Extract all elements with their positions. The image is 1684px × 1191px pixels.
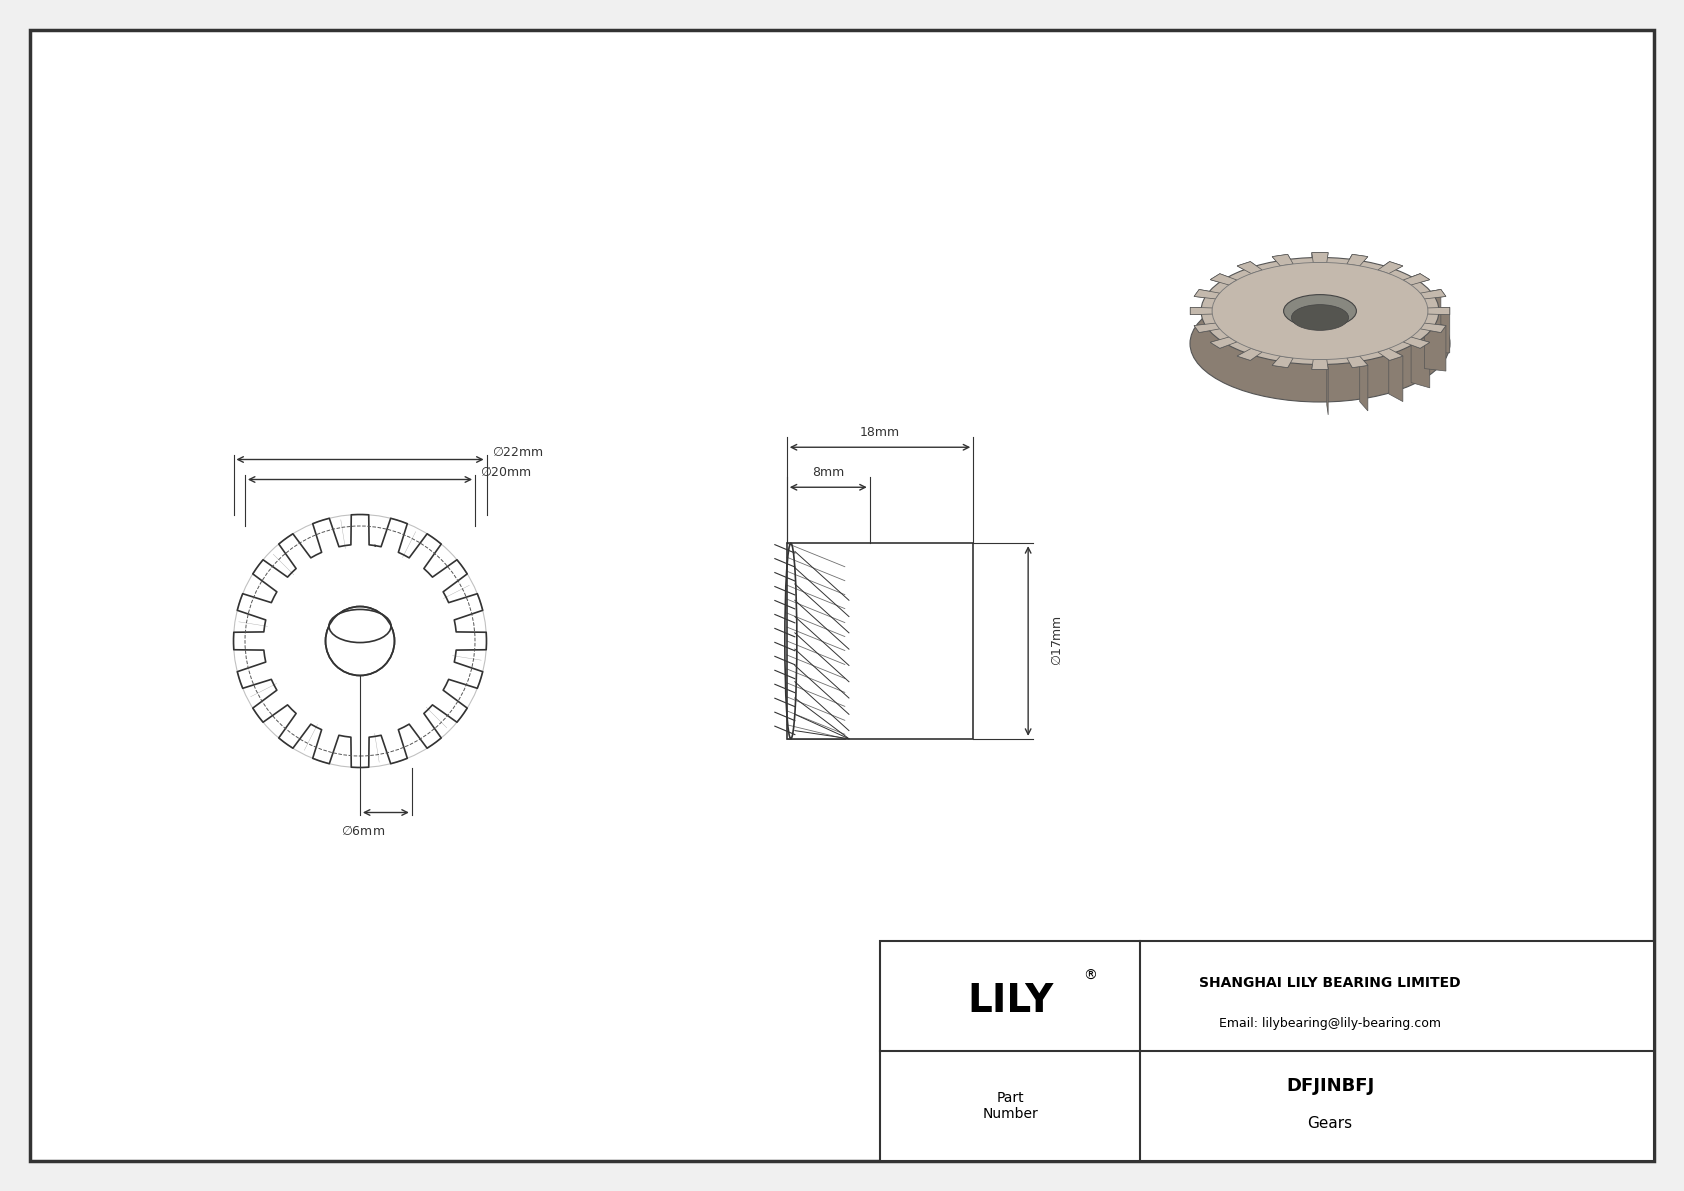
Polygon shape [1191,307,1212,314]
Polygon shape [1428,307,1450,314]
Ellipse shape [1292,305,1349,330]
Polygon shape [1428,307,1450,314]
Text: $\varnothing$17mm: $\varnothing$17mm [1051,616,1064,667]
Polygon shape [1194,323,1219,332]
Polygon shape [1194,289,1219,299]
Polygon shape [1403,274,1430,285]
Ellipse shape [1191,285,1450,403]
Text: Gears: Gears [1307,1116,1352,1130]
Polygon shape [1378,262,1389,316]
Polygon shape [1347,356,1367,368]
Polygon shape [1428,307,1450,354]
Polygon shape [1347,255,1367,266]
Polygon shape [1194,323,1219,332]
Polygon shape [1403,337,1430,348]
Polygon shape [1420,323,1447,332]
Bar [881,941,1654,1161]
Polygon shape [1238,349,1263,361]
Text: 18mm: 18mm [861,425,899,438]
Ellipse shape [328,610,391,643]
Polygon shape [1211,337,1236,348]
Polygon shape [1347,356,1367,368]
Text: $\varnothing$20mm: $\varnothing$20mm [480,466,532,480]
Text: Part
Number: Part Number [982,1091,1037,1121]
Text: DFJINBFJ: DFJINBFJ [1287,1077,1374,1095]
Polygon shape [1271,255,1293,266]
Text: LILY: LILY [967,983,1052,1019]
Polygon shape [1403,337,1430,348]
Ellipse shape [1212,262,1428,360]
Polygon shape [1238,262,1263,274]
Polygon shape [1420,289,1447,299]
Polygon shape [1211,274,1236,285]
Polygon shape [1420,323,1447,332]
Polygon shape [1359,356,1367,411]
Polygon shape [1211,274,1236,285]
Polygon shape [1312,360,1329,369]
Polygon shape [1378,262,1403,274]
Polygon shape [1378,349,1403,361]
Polygon shape [1238,349,1263,361]
Polygon shape [1238,262,1263,274]
Polygon shape [1347,255,1352,310]
Polygon shape [1378,262,1403,274]
Polygon shape [1312,360,1329,369]
Text: 8mm: 8mm [812,466,844,479]
Polygon shape [1312,252,1329,262]
Polygon shape [1425,323,1447,372]
Text: SHANGHAI LILY BEARING LIMITED: SHANGHAI LILY BEARING LIMITED [1199,975,1460,990]
Polygon shape [1271,356,1293,368]
Polygon shape [1420,289,1447,299]
Polygon shape [1191,307,1212,314]
Polygon shape [1271,255,1293,266]
Bar [786,543,973,738]
Ellipse shape [1283,294,1356,328]
Polygon shape [1271,356,1293,368]
Polygon shape [1389,349,1403,401]
Polygon shape [1403,274,1420,325]
Polygon shape [1194,289,1219,299]
Polygon shape [1347,255,1367,266]
Polygon shape [1378,349,1403,361]
Text: $\varnothing$22mm: $\varnothing$22mm [492,445,544,460]
Ellipse shape [1201,257,1438,364]
Text: Email: lilybearing@lily-bearing.com: Email: lilybearing@lily-bearing.com [1219,1016,1442,1029]
Text: $\varnothing$6mm: $\varnothing$6mm [342,823,386,837]
Polygon shape [1420,289,1442,338]
Polygon shape [1312,252,1329,262]
Polygon shape [1411,337,1430,388]
Polygon shape [1403,274,1430,285]
Polygon shape [1211,337,1236,348]
Text: ®: ® [1083,969,1096,983]
